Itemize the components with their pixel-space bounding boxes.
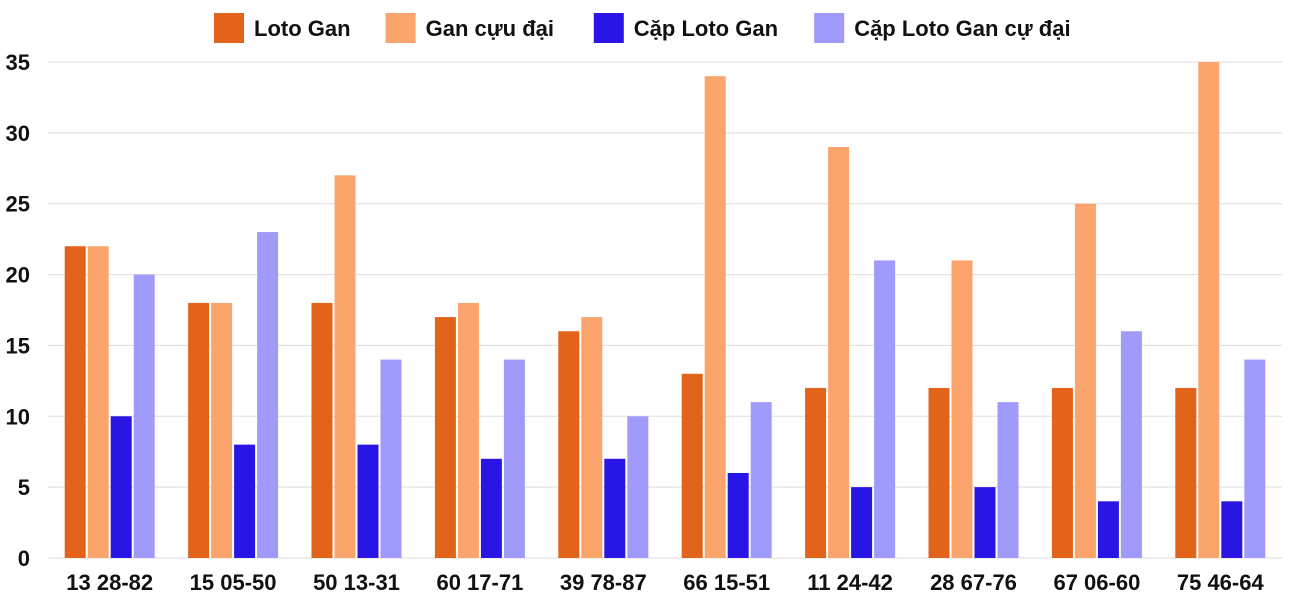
bar-c-p-loto-gan-c-i-4 <box>627 416 649 558</box>
bar-c-p-loto-gan-6 <box>851 487 873 558</box>
y-tick-label: 5 <box>18 475 30 500</box>
bar-loto-gan-0 <box>64 246 86 558</box>
legend-swatch <box>214 13 244 43</box>
bar-c-p-loto-gan-0 <box>110 416 132 558</box>
bar-c-p-loto-gan-8 <box>1097 501 1119 558</box>
bar-c-p-loto-gan-1 <box>234 444 256 558</box>
bar-c-p-loto-gan-c-i-6 <box>874 260 896 558</box>
y-tick-label: 0 <box>18 546 30 571</box>
bar-loto-gan-1 <box>188 302 210 558</box>
bar-gan-c-u-i-2 <box>334 175 356 558</box>
y-tick-label: 30 <box>6 121 30 146</box>
bar-loto-gan-5 <box>681 373 703 558</box>
x-category-label: 15 05-50 <box>190 570 277 595</box>
bar-c-p-loto-gan-2 <box>357 444 379 558</box>
x-category-label: 11 24-42 <box>807 570 893 595</box>
bar-gan-c-u-i-8 <box>1074 203 1096 558</box>
y-axis: 0 5 10 15 20 25 30 35 <box>6 50 30 571</box>
bar-loto-gan-2 <box>311 302 333 558</box>
bar-gan-c-u-i-3 <box>457 302 479 558</box>
x-category-label: 60 17-71 <box>436 570 523 595</box>
bar-loto-gan-8 <box>1051 387 1073 558</box>
bar-loto-gan-4 <box>558 331 580 558</box>
bar-gan-c-u-i-5 <box>704 76 726 559</box>
bar-c-p-loto-gan-c-i-3 <box>503 359 525 558</box>
x-axis: 13 28-82 15 05-50 50 13-31 60 17-71 39 78-87… <box>66 570 1264 595</box>
x-category-label: 66 15-51 <box>683 570 770 595</box>
x-category-label: 28 67-76 <box>930 570 1017 595</box>
bar-loto-gan-3 <box>434 317 456 558</box>
bar-c-p-loto-gan-c-i-0 <box>133 274 155 558</box>
y-tick-label: 25 <box>6 192 30 217</box>
legend-swatch <box>593 13 624 43</box>
bar-c-p-loto-gan-7 <box>974 487 996 558</box>
legend-label: Gan cựu đại <box>426 16 554 41</box>
x-category-label: 13 28-82 <box>66 570 153 595</box>
bar-gan-c-u-i-4 <box>581 317 603 558</box>
bar-gan-c-u-i-6 <box>828 147 850 558</box>
bar-loto-gan-9 <box>1175 387 1197 558</box>
legend-swatch <box>814 13 845 43</box>
y-tick-label: 15 <box>6 333 30 358</box>
gridlines <box>48 61 1282 559</box>
x-category-label: 75 46-64 <box>1177 570 1265 595</box>
bar-c-p-loto-gan-5 <box>727 472 749 558</box>
x-category-label: 67 06-60 <box>1053 570 1140 595</box>
y-tick-label: 20 <box>6 263 30 288</box>
bar-gan-c-u-i-7 <box>951 260 973 558</box>
legend-label: Loto Gan <box>254 16 351 41</box>
bar-c-p-loto-gan-c-i-7 <box>997 402 1019 558</box>
bar-c-p-loto-gan-c-i-8 <box>1120 331 1142 558</box>
bar-c-p-loto-gan-c-i-2 <box>380 359 402 558</box>
bar-c-p-loto-gan-c-i-5 <box>750 402 772 558</box>
bar-gan-c-u-i-0 <box>87 246 109 558</box>
x-category-label: 50 13-31 <box>313 570 400 595</box>
bar-c-p-loto-gan-4 <box>604 458 626 558</box>
legend-label: Cặp Loto Gan cự đại <box>854 16 1070 41</box>
bar-c-p-loto-gan-9 <box>1221 501 1243 558</box>
bars <box>64 62 1266 559</box>
legend-label: Cặp Loto Gan <box>634 16 778 41</box>
legend-swatch <box>385 13 416 43</box>
bar-loto-gan-7 <box>928 387 950 558</box>
legend: Loto Gan Gan cựu đại Cặp Loto Gan Cặp Loto … <box>214 13 1071 43</box>
y-tick-label: 35 <box>6 50 30 75</box>
bar-loto-gan-6 <box>805 387 827 558</box>
bar-c-p-loto-gan-c-i-9 <box>1244 359 1266 558</box>
bar-c-p-loto-gan-c-i-1 <box>257 232 279 559</box>
y-tick-label: 10 <box>6 404 30 429</box>
bar-gan-c-u-i-9 <box>1198 62 1220 558</box>
bar-gan-c-u-i-1 <box>211 302 233 558</box>
x-category-label: 39 78-87 <box>560 570 647 595</box>
bar-c-p-loto-gan-3 <box>480 458 502 558</box>
